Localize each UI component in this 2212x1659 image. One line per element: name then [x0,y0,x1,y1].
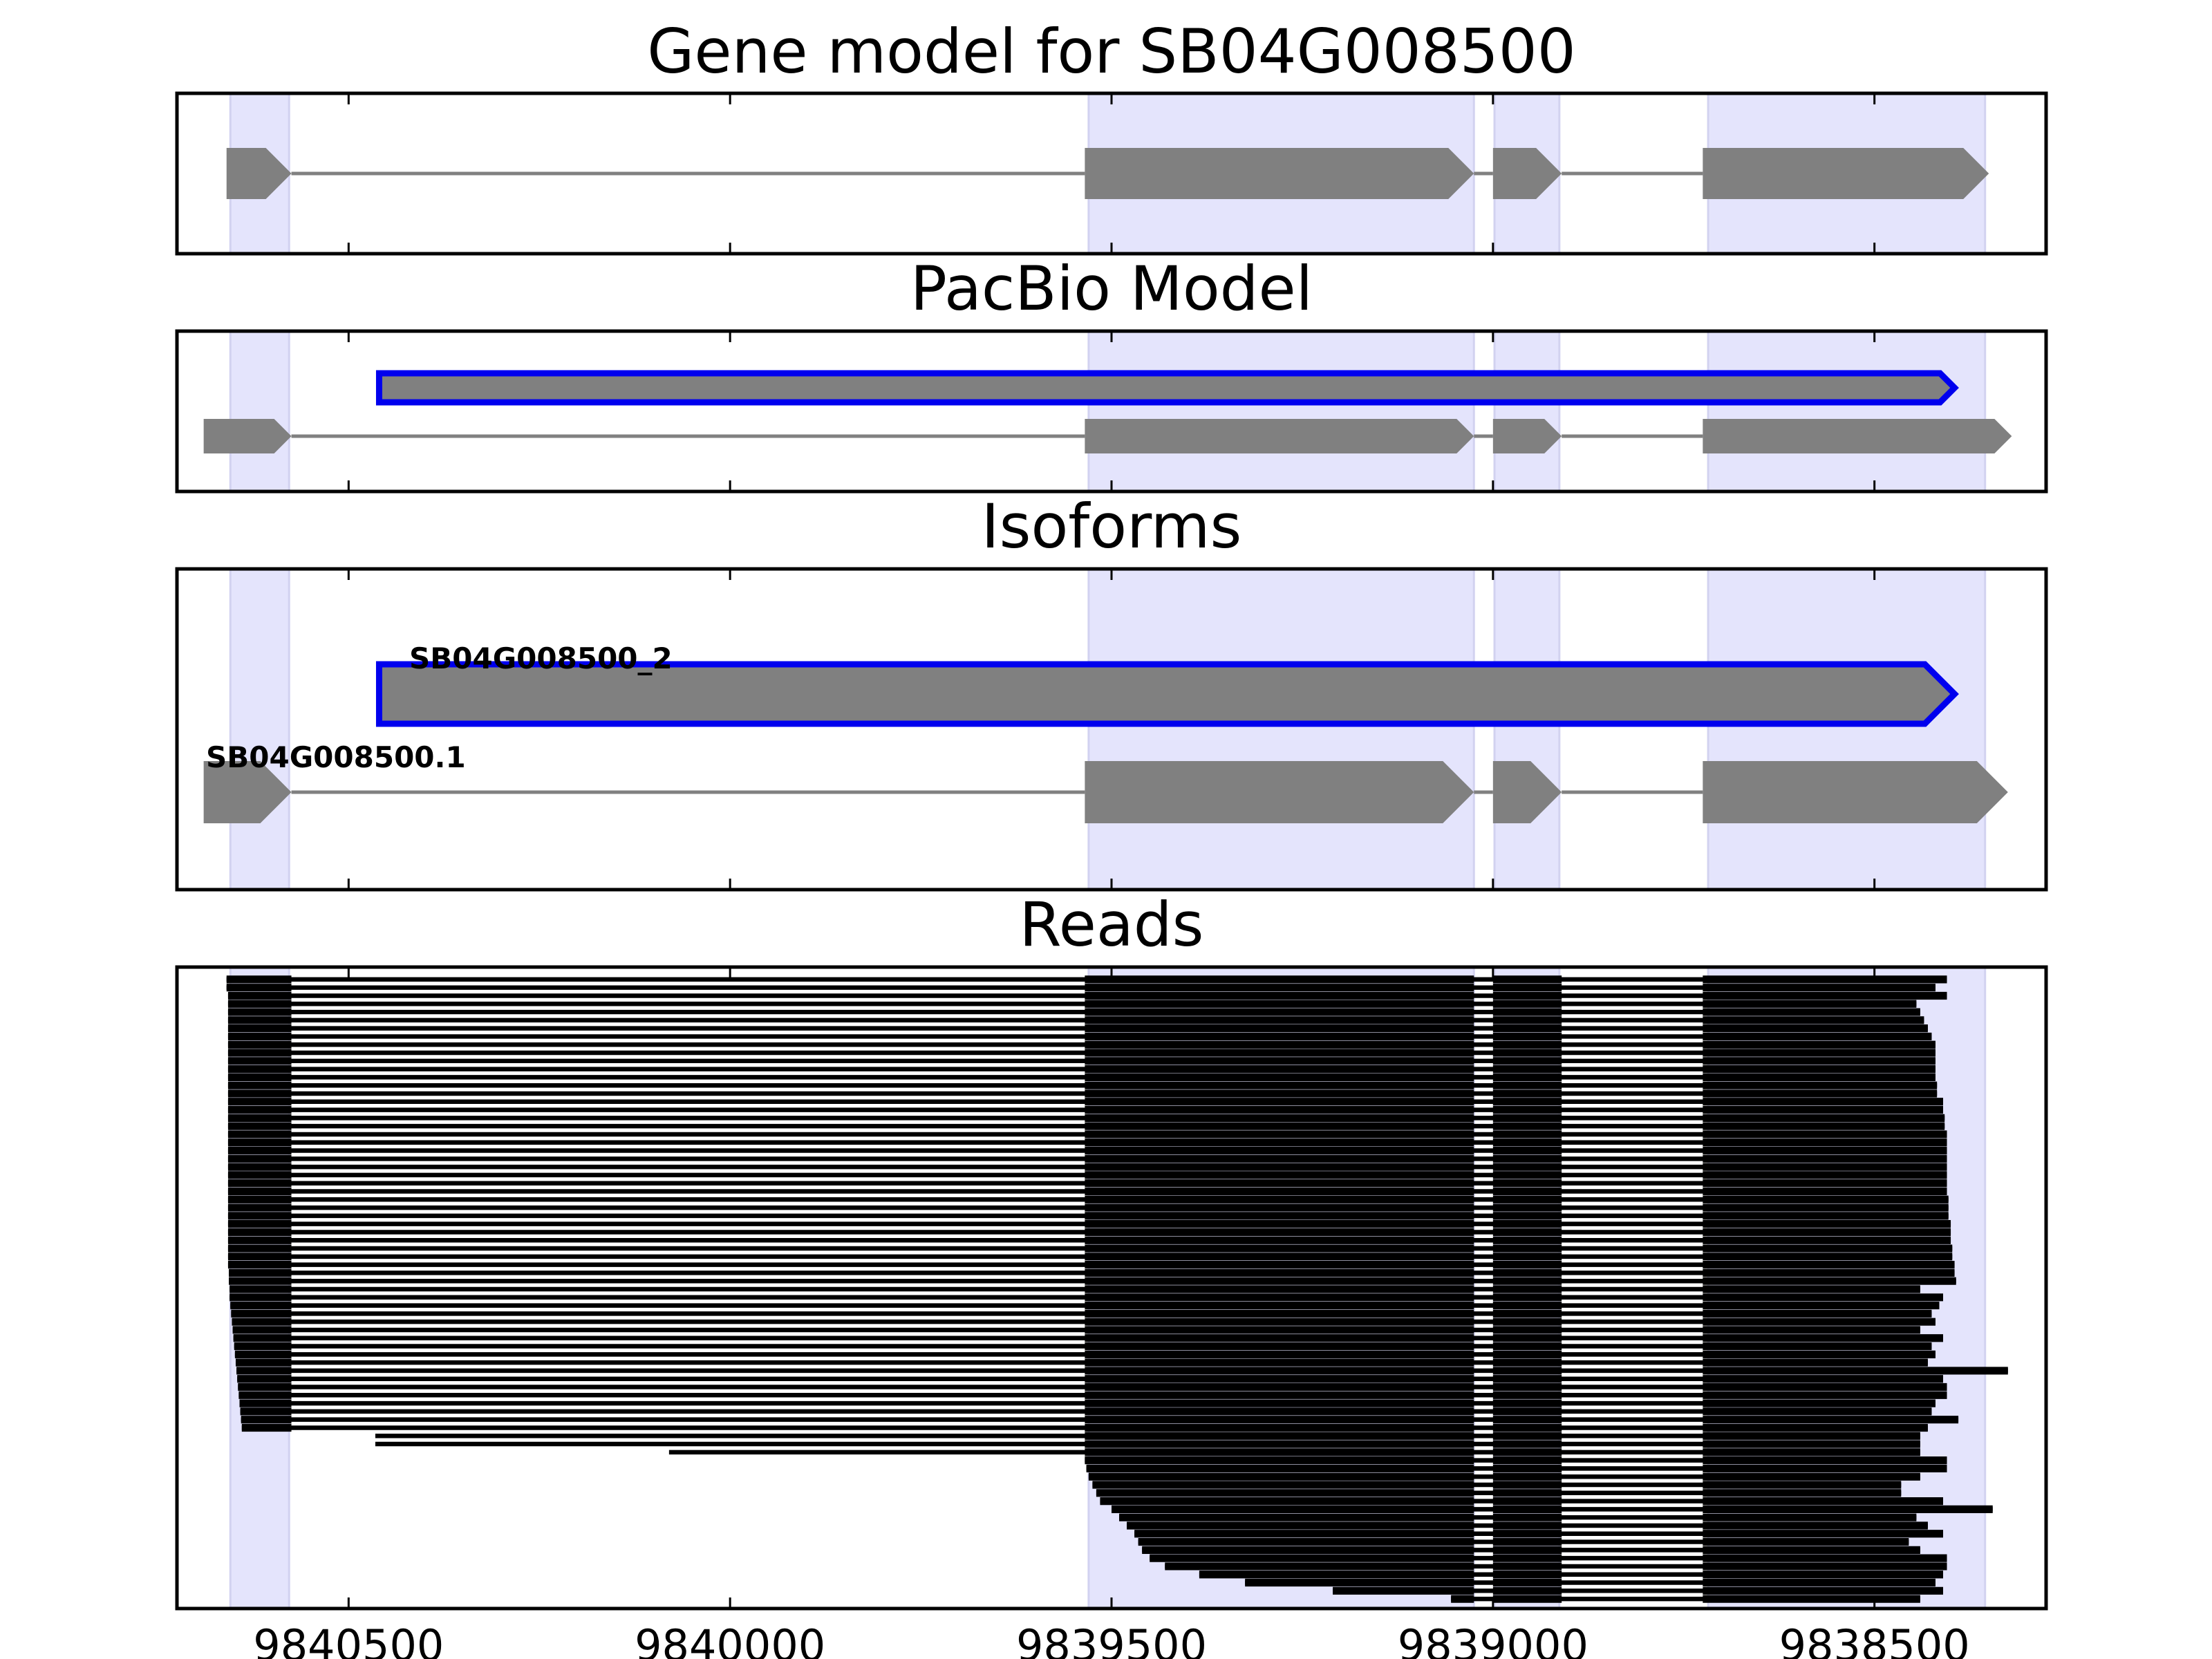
exon-block [1085,148,1474,199]
exon-block [1703,419,2012,453]
exon-highlight-band [229,568,290,891]
exon-highlight-band [1087,330,1475,493]
selected-isoform-exon [375,661,1959,727]
pacbio-model-title: PacBio Model [910,253,1313,324]
exon-block [1492,419,1562,453]
exon-block [226,148,292,199]
x-tick-label: 9840000 [635,1620,825,1659]
exon-highlight-band [1493,330,1561,493]
exon-highlight-band [1493,568,1561,891]
exon-block [1703,148,1989,199]
exon-block [1703,761,2008,823]
exon-highlight-band [1087,568,1475,891]
exon-block [1085,761,1474,823]
exon-block [203,419,292,453]
isoforms-title: Isoforms [982,491,1242,562]
gene-model-title: Gene model for SB04G008500 [647,16,1576,87]
exon-highlight-band [1707,330,1987,493]
x-tick-label: 9839500 [1016,1620,1207,1659]
exon-block [1492,761,1562,823]
x-tick-label: 9838500 [1779,1620,1970,1659]
exon-block [1085,419,1474,453]
x-axis: 9840500 9840000 9839500 9839000 9838500 [253,1620,1969,1659]
reads-title: Reads [1020,889,1204,960]
selected-isoform-exon [375,370,1959,406]
x-tick-label: 9840500 [253,1620,444,1659]
exon-highlight-band [1707,568,1987,891]
exon-block [203,761,292,823]
exon-highlight-band [229,330,290,493]
isoform-label-sb04g008500-2: SB04G008500_2 [409,641,673,675]
isoform-label-sb04g008500-1: SB04G008500.1 [206,740,466,774]
x-tick-label: 9839000 [1398,1620,1588,1659]
exon-block [1492,148,1562,199]
